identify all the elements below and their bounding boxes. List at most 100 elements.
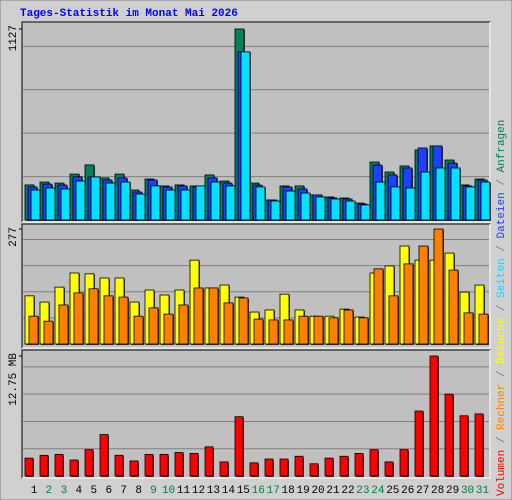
bar [163, 313, 174, 345]
bar [30, 189, 41, 221]
x-tick-label: 14 [222, 485, 236, 497]
bar [60, 188, 71, 221]
bar [315, 196, 326, 221]
x-tick-label: 11 [177, 485, 191, 497]
bar [223, 302, 234, 345]
bar [285, 190, 296, 221]
legend: Volumen / Rechner / Besuche / Seiten / D… [496, 120, 508, 496]
bar [399, 449, 409, 477]
bar [403, 263, 414, 345]
bar [219, 461, 229, 477]
bar [204, 446, 214, 477]
bar [54, 453, 64, 477]
bar [330, 198, 341, 221]
bar [283, 319, 294, 345]
x-tick-label: 5 [90, 485, 97, 497]
bar [73, 292, 84, 345]
bar [474, 413, 484, 477]
bar [279, 458, 289, 477]
legend-entry: Rechner [496, 384, 508, 430]
bar [148, 307, 159, 345]
x-tick-label: 20 [311, 485, 324, 497]
bar [444, 393, 454, 477]
legend-entry: Seiten [496, 258, 508, 298]
bar [478, 313, 489, 345]
bar [234, 416, 244, 477]
x-tick-label: 8 [135, 485, 142, 497]
bar [343, 309, 354, 345]
x-tick-label: 12 [192, 485, 205, 497]
bar [375, 181, 386, 221]
bar [384, 461, 394, 477]
bar [294, 455, 304, 477]
bar [429, 355, 439, 477]
x-tick-label: 6 [105, 485, 112, 497]
bar [414, 410, 424, 477]
x-tick-label: 16 [252, 485, 265, 497]
bar [75, 180, 86, 221]
bar [313, 315, 324, 345]
bar [144, 453, 154, 477]
bar [120, 181, 131, 221]
x-tick-label: 26 [401, 485, 414, 497]
bar [390, 186, 401, 221]
bar [39, 454, 49, 477]
bar [345, 200, 356, 221]
bar [450, 167, 461, 221]
bar [114, 454, 124, 477]
bar [118, 296, 129, 345]
bar [264, 458, 274, 477]
bar [43, 320, 54, 345]
bar [133, 315, 144, 345]
bar [435, 167, 446, 221]
x-tick-label: 10 [162, 485, 175, 497]
bar [270, 200, 281, 221]
plot-edge [22, 224, 491, 349]
bar [129, 460, 139, 477]
bar [418, 245, 429, 345]
x-tick-label: 21 [326, 485, 340, 497]
bar [328, 317, 339, 345]
legend-separator: / [496, 298, 508, 318]
bar [208, 287, 219, 345]
legend-entry: Anfragen [496, 120, 508, 173]
bar [433, 228, 444, 345]
x-tick-label: 23 [356, 485, 369, 497]
bar [354, 453, 364, 477]
legend-entry: Volumen [496, 450, 508, 496]
y-tick-label: 1127 [8, 25, 20, 51]
bar [195, 185, 206, 221]
bar [298, 315, 309, 345]
bar [45, 187, 56, 221]
x-tick-label: 22 [341, 485, 354, 497]
bar [255, 186, 266, 221]
bar [58, 304, 69, 345]
plot-edge [22, 350, 491, 479]
bar [300, 192, 311, 221]
bar [309, 463, 319, 477]
bar [24, 457, 34, 477]
bar [463, 312, 474, 345]
bar [369, 449, 379, 477]
bar [459, 415, 469, 477]
bar [249, 462, 259, 477]
bar [103, 295, 114, 345]
x-tick-label: 17 [267, 485, 280, 497]
x-tick-label: 9 [150, 485, 157, 497]
bar [180, 189, 191, 221]
bar [253, 318, 264, 345]
plot-edge [22, 22, 491, 223]
bar [174, 452, 184, 477]
bar [240, 51, 251, 221]
bar [324, 457, 334, 477]
x-tick-label: 19 [296, 485, 309, 497]
x-tick-label: 24 [371, 485, 385, 497]
bar [84, 449, 94, 477]
legend-separator: / [496, 172, 508, 192]
x-tick-label: 3 [61, 485, 68, 497]
x-tick-label: 28 [431, 485, 444, 497]
bar [268, 319, 279, 345]
bar [90, 176, 101, 221]
bar [88, 288, 99, 345]
bar [358, 317, 369, 345]
